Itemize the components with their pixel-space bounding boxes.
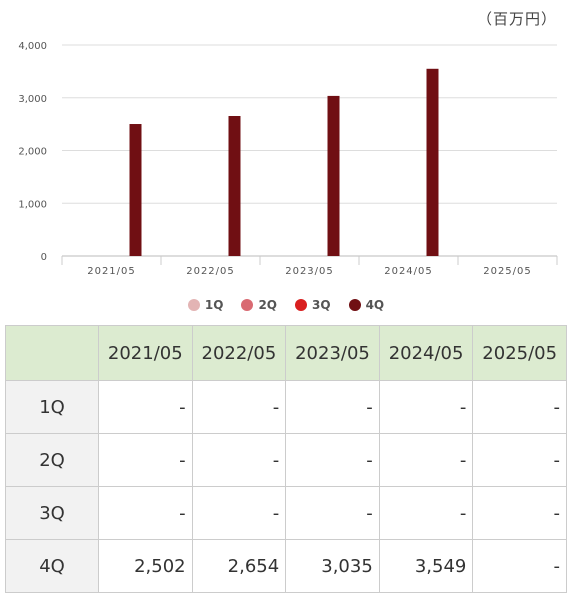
- y-tick-label: 1,000: [18, 199, 47, 210]
- x-tick-label: 2022/05: [186, 266, 235, 277]
- table-cell: -: [191, 380, 287, 434]
- y-tick-label: 0: [41, 252, 47, 263]
- y-tick-label: 3,000: [18, 94, 47, 105]
- table-cell: 3,035: [285, 539, 380, 593]
- table-cell: -: [378, 486, 474, 540]
- table-cell: 2,502: [98, 539, 193, 593]
- x-tick-label: 2021/05: [87, 266, 136, 277]
- legend-item-4q[interactable]: 4Q: [348, 298, 385, 312]
- table-column-header: 2022/05: [191, 325, 287, 381]
- table-cell: -: [191, 486, 287, 540]
- legend-item-1q[interactable]: 1Q: [187, 298, 224, 312]
- legend-label: 3Q: [312, 298, 331, 312]
- bar-4q-2022-05: [228, 116, 241, 257]
- table-cell: -: [472, 380, 567, 434]
- legend-label: 1Q: [204, 298, 224, 312]
- bar-4q-2021-05: [129, 124, 142, 256]
- table-row-header: 1Q: [5, 380, 99, 434]
- table-cell: -: [191, 433, 287, 487]
- table-cell: -: [378, 380, 474, 434]
- table-column-header: 2021/05: [98, 325, 193, 381]
- legend-item-3q[interactable]: 3Q: [295, 298, 331, 312]
- data-table: 2021/05 2022/05 2023/05 2024/05 2025/05 1Q - -…: [5, 325, 567, 593]
- table-cell: -: [98, 486, 193, 540]
- table-row-header: 3Q: [5, 486, 99, 540]
- table-cell: 3,549: [378, 539, 474, 593]
- bar-chart: 0 1,000 2,000 3,000 4,000 2021/05 2022/05 2023/…: [18, 41, 558, 277]
- table-cell: -: [378, 433, 474, 487]
- legend-label: 4Q: [365, 298, 385, 312]
- legend-marker-icon: [187, 299, 200, 311]
- table-row-header: 4Q: [5, 539, 99, 593]
- chart-legend: 1Q 2Q 3Q 4Q: [0, 294, 572, 316]
- table-cell: -: [472, 539, 567, 593]
- y-tick-label: 2,000: [18, 147, 47, 158]
- legend-label: 2Q: [258, 298, 277, 312]
- table-cell: -: [285, 433, 380, 487]
- table-column-header: 2025/05: [472, 325, 567, 381]
- table-row-header: 2Q: [5, 433, 99, 487]
- table-row: 3Q - - - - -: [5, 486, 567, 540]
- table-cell: 2,654: [191, 539, 287, 593]
- table-row: 1Q - - - - -: [5, 380, 567, 434]
- table-cell: -: [472, 433, 567, 487]
- bar-4q-2023-05: [327, 95, 340, 256]
- table-row: 2Q - - - - -: [5, 433, 567, 487]
- y-tick-label: 4,000: [18, 41, 47, 52]
- table-column-header: 2023/05: [285, 325, 380, 381]
- x-tick-label: 2024/05: [384, 266, 433, 277]
- table-cell: -: [98, 380, 193, 434]
- legend-marker-icon: [295, 299, 307, 311]
- table-cell: -: [98, 433, 193, 487]
- table-cell: -: [285, 486, 380, 540]
- table-cell: -: [285, 380, 380, 434]
- table-corner-cell: [5, 325, 99, 381]
- table-header-row: 2021/05 2022/05 2023/05 2024/05 2025/05: [5, 325, 567, 381]
- legend-marker-icon: [348, 299, 361, 311]
- unit-label: （百万円）: [476, 10, 557, 28]
- legend-item-2q[interactable]: 2Q: [241, 298, 277, 312]
- legend-marker-icon: [241, 299, 254, 311]
- table-cell: -: [472, 486, 567, 540]
- x-tick-label: 2025/05: [483, 266, 532, 277]
- bar-4q-2024-05: [426, 68, 439, 256]
- table-column-header: 2024/05: [378, 325, 474, 381]
- table-row: 4Q 2,502 2,654 3,035 3,549-: [5, 539, 567, 593]
- x-tick-label: 2023/05: [285, 266, 334, 277]
